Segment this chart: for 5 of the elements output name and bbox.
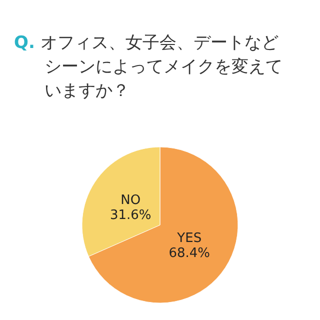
slice-label: YES (176, 231, 202, 246)
chart-title: Q. オフィス、女子会、デートなどシーンによってメイクを変えていますか？ (14, 33, 283, 101)
data-label: 68.4% (168, 246, 210, 262)
slice-label: NO (120, 192, 141, 208)
data-label: 31.6% (110, 208, 152, 223)
